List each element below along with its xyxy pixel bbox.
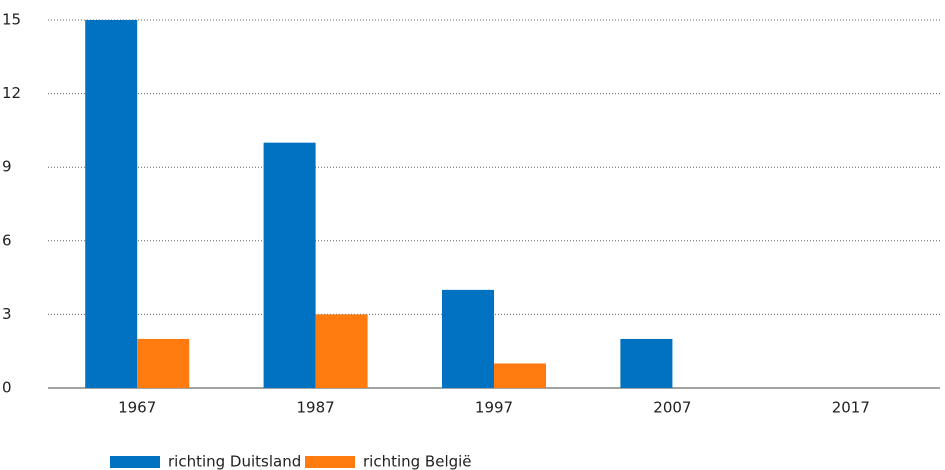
- y-tick-label: 3: [2, 305, 12, 323]
- bar: [263, 142, 316, 388]
- legend-swatch: [305, 456, 355, 468]
- bar: [442, 289, 494, 388]
- legend-label: richting België: [363, 453, 472, 470]
- y-tick-label: 6: [2, 231, 12, 249]
- x-tick-label: 1997: [475, 399, 513, 417]
- y-tick-label: 12: [2, 84, 21, 102]
- y-tick-label: 15: [2, 11, 21, 29]
- bar: [494, 363, 546, 388]
- bar: [137, 338, 190, 388]
- legend-label: richting Duitsland: [168, 453, 301, 470]
- x-tick-label: 1987: [297, 399, 335, 417]
- x-tick-label: 2017: [832, 399, 870, 417]
- bar: [85, 20, 138, 388]
- y-tick-label: 0: [2, 379, 12, 397]
- x-tick-label: 1967: [118, 399, 156, 417]
- bar: [620, 338, 673, 388]
- x-tick-label: 2007: [653, 399, 691, 417]
- y-tick-label: 9: [2, 158, 12, 176]
- bar: [315, 314, 368, 388]
- legend-swatch: [110, 456, 160, 468]
